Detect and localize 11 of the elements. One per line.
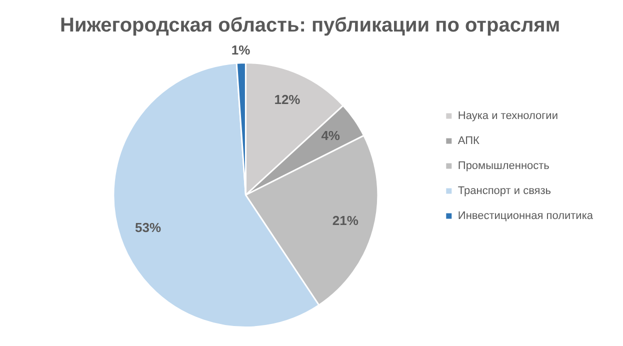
data-label: 12%	[274, 92, 301, 108]
chart-title: Нижегородская область: публикации по отраслям	[60, 14, 560, 37]
legend-label: Промышленность	[458, 160, 550, 172]
data-label: 1%	[231, 42, 251, 58]
data-label: 21%	[332, 212, 359, 228]
legend-label: Транспорт и связь	[458, 185, 552, 198]
legend-label: Инвестиционная политика	[458, 210, 594, 222]
legend-label: АПК	[458, 135, 480, 148]
data-label: 53%	[135, 220, 162, 235]
data-label: 4%	[321, 128, 340, 143]
legend-label: Наука и технологии	[458, 110, 558, 122]
